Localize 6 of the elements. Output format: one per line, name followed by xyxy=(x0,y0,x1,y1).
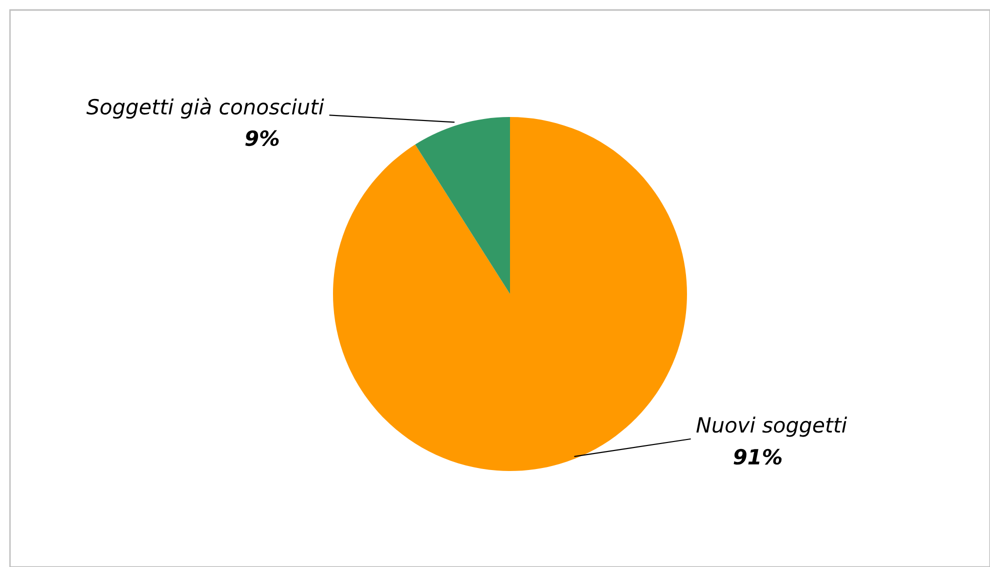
pie-slice xyxy=(415,117,510,294)
slice-label: Soggetti già conosciuti xyxy=(86,98,324,119)
pie-slice xyxy=(333,117,687,471)
data-label: 9% xyxy=(245,130,279,146)
data-label: 91% xyxy=(734,448,782,465)
slice-label: Nuovi soggetti xyxy=(696,416,848,437)
